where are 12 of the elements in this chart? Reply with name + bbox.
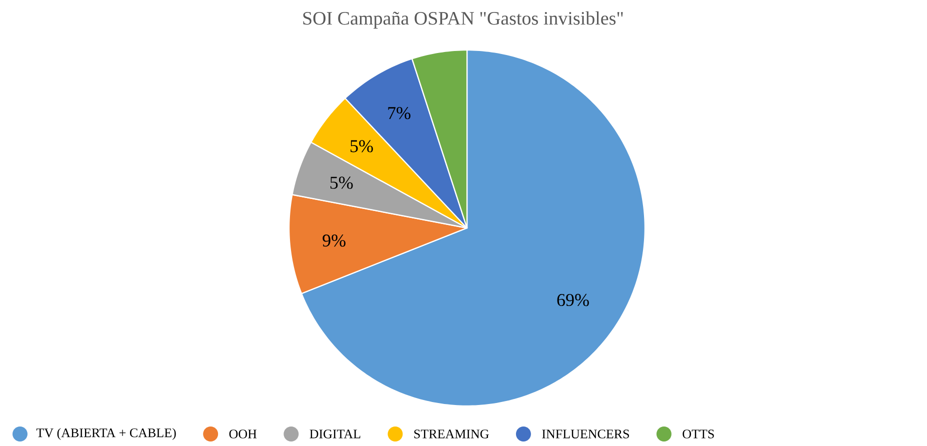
data-label: 5% [330,176,353,189]
legend-label: DIGITAL [310,430,360,438]
chart-title: SOI Campaña OSPAN "Gastos invisibles" [303,11,623,29]
data-label: 69% [557,294,589,306]
data-label: 7% [388,106,410,120]
legend-label: INFLUENCERS [542,430,629,438]
legend-label: OTTS [682,430,714,438]
data-label: 5% [350,140,373,152]
legend-label: STREAMING [414,430,489,438]
legend-label: OOH [229,430,257,438]
data-label: 9% [322,234,346,247]
legend-label: TV (ABIERTA + CABLE) [36,428,176,440]
